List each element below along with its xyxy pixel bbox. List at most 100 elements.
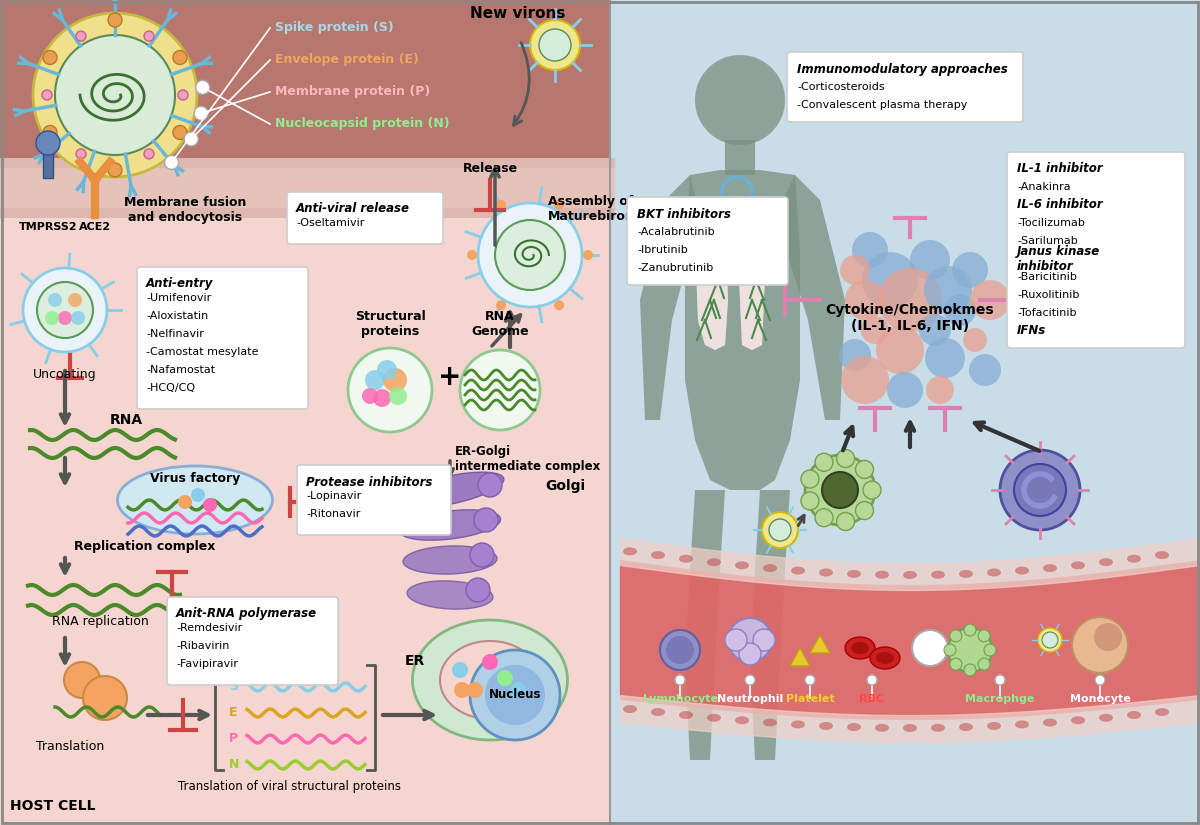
Circle shape (944, 644, 956, 656)
FancyBboxPatch shape (1007, 152, 1186, 348)
Ellipse shape (1072, 561, 1085, 569)
Circle shape (36, 131, 60, 155)
Text: Lymphocyte: Lymphocyte (642, 694, 718, 704)
Circle shape (815, 509, 833, 526)
Text: -Sarilumab: -Sarilumab (1018, 236, 1078, 246)
Circle shape (964, 328, 986, 352)
Circle shape (878, 268, 942, 332)
Circle shape (970, 280, 1010, 320)
Circle shape (1096, 675, 1105, 685)
Circle shape (978, 629, 990, 642)
Circle shape (660, 630, 700, 670)
Circle shape (64, 662, 100, 698)
Circle shape (389, 387, 407, 405)
Circle shape (995, 675, 1006, 685)
Circle shape (926, 376, 954, 404)
Circle shape (173, 125, 187, 139)
Circle shape (836, 512, 854, 530)
Ellipse shape (763, 719, 778, 727)
Text: Anti-entry: Anti-entry (146, 277, 214, 290)
Text: -Acalabrutinib: -Acalabrutinib (637, 227, 715, 237)
Circle shape (365, 370, 385, 390)
Bar (610, 0, 1200, 825)
Circle shape (497, 670, 514, 686)
Text: -HCQ/CQ: -HCQ/CQ (146, 383, 196, 393)
Circle shape (950, 658, 962, 670)
FancyBboxPatch shape (298, 465, 451, 535)
Circle shape (950, 629, 962, 642)
Circle shape (185, 132, 198, 146)
Text: -Nafamostat: -Nafamostat (146, 365, 215, 375)
Circle shape (964, 664, 976, 676)
Ellipse shape (734, 561, 749, 569)
Circle shape (482, 654, 498, 670)
Circle shape (845, 280, 886, 320)
Text: ER-Golgi
intermediate complex: ER-Golgi intermediate complex (455, 445, 600, 473)
Circle shape (76, 31, 86, 41)
Circle shape (191, 488, 205, 502)
Text: -Tofacitinib: -Tofacitinib (1018, 308, 1076, 318)
Bar (0, 185, 610, 825)
Ellipse shape (875, 724, 889, 732)
Circle shape (83, 676, 127, 720)
Circle shape (1094, 623, 1122, 651)
Circle shape (348, 348, 432, 432)
Text: Immunomodulatory approaches: Immunomodulatory approaches (797, 63, 1008, 76)
Text: Assembly of
Maturebiron: Assembly of Maturebiron (548, 195, 635, 223)
Circle shape (674, 675, 685, 685)
Text: Envelope protein (E): Envelope protein (E) (275, 54, 419, 67)
Circle shape (1042, 632, 1058, 648)
Text: IFNs: IFNs (1018, 324, 1046, 337)
Ellipse shape (791, 720, 805, 728)
Ellipse shape (851, 642, 869, 654)
Circle shape (496, 220, 565, 290)
Text: -Remdesivir: -Remdesivir (176, 623, 242, 633)
Text: Membrane protein (P): Membrane protein (P) (275, 86, 431, 98)
Circle shape (23, 268, 107, 352)
Ellipse shape (1072, 716, 1085, 724)
FancyBboxPatch shape (628, 197, 788, 285)
Circle shape (454, 682, 470, 698)
Text: S: S (229, 681, 238, 694)
Circle shape (1000, 450, 1080, 530)
Text: TMPRSS2: TMPRSS2 (19, 222, 77, 232)
Ellipse shape (845, 637, 875, 659)
Circle shape (910, 240, 950, 280)
Circle shape (1072, 617, 1128, 673)
Circle shape (108, 163, 122, 177)
Bar (725, 140, 755, 175)
Ellipse shape (818, 568, 833, 577)
Polygon shape (750, 490, 790, 760)
Circle shape (863, 481, 881, 499)
Circle shape (862, 252, 918, 308)
Circle shape (866, 675, 877, 685)
Ellipse shape (986, 722, 1001, 730)
Text: ACE2: ACE2 (79, 222, 112, 232)
Circle shape (887, 372, 923, 408)
Ellipse shape (904, 571, 917, 579)
Ellipse shape (396, 472, 504, 508)
Text: -Ritonavir: -Ritonavir (306, 509, 360, 519)
Text: Anti-viral release: Anti-viral release (296, 202, 410, 215)
Ellipse shape (931, 724, 946, 732)
Circle shape (695, 55, 785, 145)
Text: -Ribavirin: -Ribavirin (176, 641, 229, 651)
Ellipse shape (1015, 720, 1030, 728)
Text: Nucleus: Nucleus (488, 689, 541, 701)
Text: RNA: RNA (110, 413, 143, 427)
Polygon shape (685, 490, 725, 760)
Circle shape (862, 316, 889, 344)
Circle shape (470, 543, 494, 567)
Ellipse shape (403, 546, 497, 574)
Circle shape (55, 35, 175, 155)
Circle shape (769, 519, 791, 541)
Circle shape (42, 90, 52, 100)
Circle shape (362, 388, 378, 404)
Text: -Ibrutinib: -Ibrutinib (637, 245, 688, 255)
Circle shape (467, 682, 482, 698)
Circle shape (178, 90, 188, 100)
Circle shape (925, 338, 965, 378)
Circle shape (978, 658, 990, 670)
Ellipse shape (1015, 567, 1030, 574)
Circle shape (912, 630, 948, 666)
